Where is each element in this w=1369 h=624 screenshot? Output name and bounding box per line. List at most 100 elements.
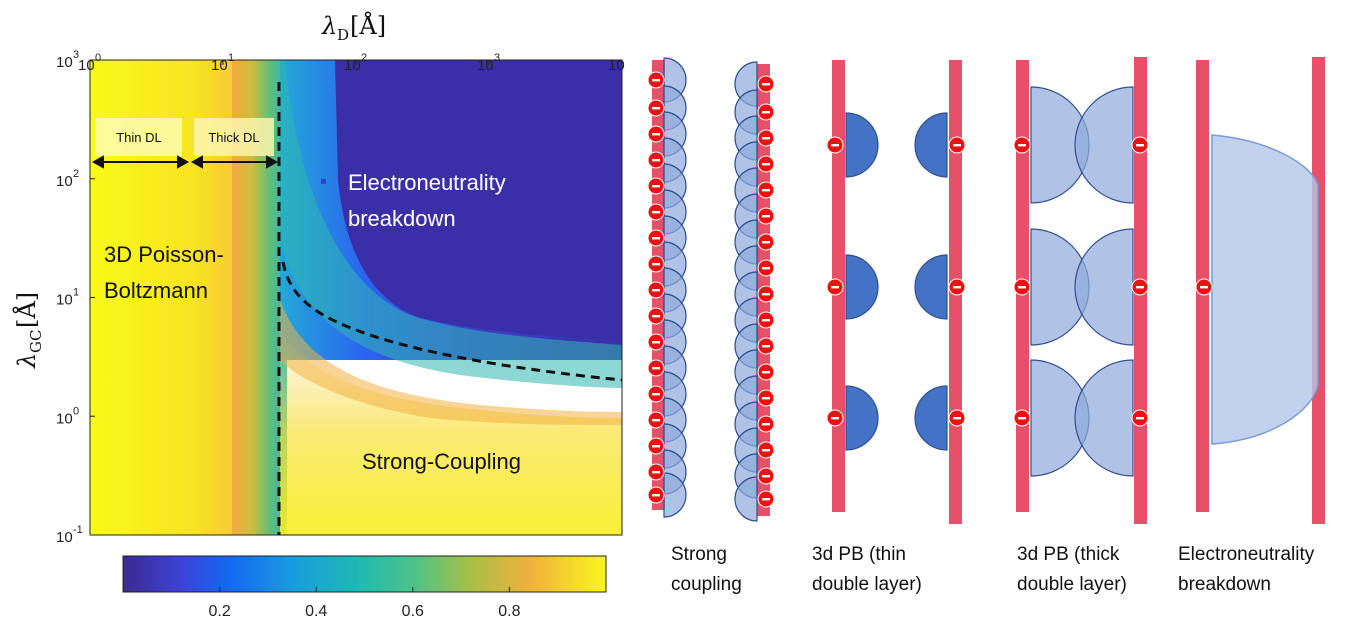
sc-region-label: Strong-Coupling bbox=[362, 449, 521, 474]
counterion-icon bbox=[647, 333, 665, 351]
thick-dl-box bbox=[194, 118, 274, 156]
counterion-icon bbox=[757, 363, 775, 381]
counterion-icon bbox=[647, 486, 665, 504]
y-tick: 10 3 bbox=[56, 49, 95, 71]
x-axis-ticks: 10 0 10 1 10 2 10 3 10 bbox=[78, 52, 625, 74]
eb-marker bbox=[321, 179, 326, 184]
ion-cloud-thin-right bbox=[914, 385, 948, 451]
counterion-icon bbox=[757, 233, 775, 251]
colorbar-tick: 0.8 bbox=[498, 587, 521, 620]
counterion-icon bbox=[826, 136, 844, 154]
colorbar bbox=[122, 555, 607, 593]
counterion-icon bbox=[757, 415, 775, 433]
y-tick: 10 1 bbox=[56, 287, 95, 309]
svg-text:[Å]: [Å] bbox=[12, 292, 41, 328]
ion-cloud-thick-right bbox=[1074, 86, 1134, 204]
counterion-icon bbox=[1013, 136, 1031, 154]
svg-text:10: 10 bbox=[56, 173, 73, 190]
counterion-icon bbox=[757, 259, 775, 277]
svg-text:λ: λ bbox=[13, 353, 41, 369]
counterion-icon bbox=[1131, 409, 1149, 427]
colorbar-ticks: 0.2 0.4 0.6 0.8 bbox=[208, 587, 521, 620]
svg-text:1: 1 bbox=[73, 287, 79, 299]
svg-text:10: 10 bbox=[211, 57, 228, 74]
counterion-icon bbox=[647, 307, 665, 325]
x-tick: 10 0 bbox=[78, 52, 101, 74]
ion-cloud-thin-left bbox=[845, 254, 879, 320]
counterion-icon bbox=[757, 207, 775, 225]
panel-caption-thick-line1: 3d PB (thick bbox=[1017, 544, 1120, 565]
ion-cloud-thin-left bbox=[845, 385, 879, 451]
eb-region-label-line1: Electroneutrality bbox=[348, 170, 506, 195]
panel-caption-thin-line1: 3d PB (thin bbox=[812, 544, 906, 565]
ion-cloud-strong-right bbox=[734, 476, 758, 522]
svg-text:D: D bbox=[337, 26, 349, 44]
counterion-icon bbox=[757, 467, 775, 485]
counterion-icon bbox=[757, 490, 775, 508]
counterion-icon bbox=[826, 278, 844, 296]
counterion-icon bbox=[757, 155, 775, 173]
ion-cloud-thick-right bbox=[1074, 359, 1134, 477]
panel-caption-strong-line2: coupling bbox=[671, 574, 742, 595]
counterion-icon bbox=[647, 411, 665, 429]
counterion-icon bbox=[757, 129, 775, 147]
svg-text:10: 10 bbox=[477, 57, 494, 74]
counterion-icon bbox=[647, 463, 665, 481]
counterion-icon bbox=[647, 203, 665, 221]
svg-text:10: 10 bbox=[56, 410, 73, 427]
heatmap-lower-right-region bbox=[280, 330, 622, 535]
panel-caption-strong-line1: Strong bbox=[671, 544, 727, 565]
svg-text:2: 2 bbox=[361, 52, 367, 64]
x-tick: 10 bbox=[608, 57, 625, 74]
panel-caption-eb-line2: breakdown bbox=[1178, 574, 1271, 595]
counterion-icon bbox=[757, 441, 775, 459]
counterion-icon bbox=[757, 337, 775, 355]
heatmap-orange-band bbox=[280, 300, 622, 425]
pb-region-label-line1: 3D Poisson- bbox=[104, 242, 224, 267]
svg-text:0: 0 bbox=[95, 52, 101, 64]
counterion-icon bbox=[647, 125, 665, 143]
svg-text:0.8: 0.8 bbox=[498, 603, 520, 620]
counterion-icon bbox=[1131, 278, 1149, 296]
x-axis-title: λ D [Å] bbox=[321, 11, 386, 44]
counterion-icon bbox=[1195, 278, 1213, 296]
svg-text:0.2: 0.2 bbox=[208, 603, 230, 620]
counterion-icon bbox=[647, 281, 665, 299]
counterion-icon bbox=[948, 409, 966, 427]
counterion-icon bbox=[647, 437, 665, 455]
thick-dl-arrow bbox=[190, 155, 279, 169]
counterion-icon bbox=[647, 71, 665, 89]
svg-text:10: 10 bbox=[344, 57, 361, 74]
svg-text:10: 10 bbox=[56, 529, 73, 546]
counterion-icon bbox=[757, 181, 775, 199]
svg-text:3: 3 bbox=[494, 52, 500, 64]
y-axis-title: λ GC [Å] bbox=[12, 292, 45, 369]
x-tick: 10 3 bbox=[477, 52, 500, 74]
svg-text:1: 1 bbox=[228, 52, 234, 64]
colorbar-tick: 0.2 bbox=[208, 587, 231, 620]
svg-text:10: 10 bbox=[56, 54, 73, 71]
counterion-icon bbox=[948, 136, 966, 154]
svg-text:10: 10 bbox=[56, 292, 73, 309]
svg-text:10: 10 bbox=[78, 57, 95, 74]
svg-text:0.4: 0.4 bbox=[305, 603, 327, 620]
counterion-icon bbox=[647, 255, 665, 273]
ion-cloud-thin-right bbox=[914, 254, 948, 320]
thin-dl-label: Thin DL bbox=[116, 130, 162, 145]
heatmap-deep-blue-region bbox=[335, 60, 622, 340]
y-tick: 10 -1 bbox=[56, 524, 95, 546]
heatmap-cyan-band bbox=[280, 60, 622, 388]
counterion-icon bbox=[757, 103, 775, 121]
x-tick: 10 1 bbox=[211, 52, 234, 74]
counterion-icon bbox=[647, 359, 665, 377]
svg-text:[Å]: [Å] bbox=[350, 11, 386, 40]
counterion-icon bbox=[647, 177, 665, 195]
counterion-icon bbox=[647, 99, 665, 117]
colorbar-tick: 0.4 bbox=[305, 587, 327, 620]
thin-dl-box bbox=[95, 118, 182, 156]
panel-caption-thin-line2: double layer) bbox=[812, 574, 922, 595]
counterion-icon bbox=[948, 278, 966, 296]
thin-dl-arrow bbox=[91, 155, 190, 169]
ion-cloud-thin-right bbox=[914, 112, 948, 178]
